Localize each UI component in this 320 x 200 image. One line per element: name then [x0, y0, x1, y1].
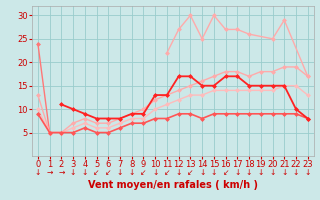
X-axis label: Vent moyen/en rafales ( km/h ): Vent moyen/en rafales ( km/h ) — [88, 180, 258, 190]
Text: →: → — [58, 168, 65, 177]
Text: ↙: ↙ — [105, 168, 111, 177]
Text: ↓: ↓ — [152, 168, 158, 177]
Text: ↓: ↓ — [246, 168, 252, 177]
Text: ↙: ↙ — [187, 168, 194, 177]
Text: ↓: ↓ — [82, 168, 88, 177]
Text: ↓: ↓ — [293, 168, 299, 177]
Text: ↙: ↙ — [222, 168, 229, 177]
Text: ↙: ↙ — [140, 168, 147, 177]
Text: ↓: ↓ — [117, 168, 123, 177]
Text: ↓: ↓ — [234, 168, 241, 177]
Text: ↓: ↓ — [211, 168, 217, 177]
Text: ↓: ↓ — [281, 168, 287, 177]
Text: ↓: ↓ — [305, 168, 311, 177]
Text: ↓: ↓ — [258, 168, 264, 177]
Text: ↓: ↓ — [175, 168, 182, 177]
Text: ↓: ↓ — [70, 168, 76, 177]
Text: ↓: ↓ — [129, 168, 135, 177]
Text: ↓: ↓ — [35, 168, 41, 177]
Text: ↙: ↙ — [93, 168, 100, 177]
Text: ↓: ↓ — [269, 168, 276, 177]
Text: ↓: ↓ — [199, 168, 205, 177]
Text: ↙: ↙ — [164, 168, 170, 177]
Text: →: → — [46, 168, 53, 177]
